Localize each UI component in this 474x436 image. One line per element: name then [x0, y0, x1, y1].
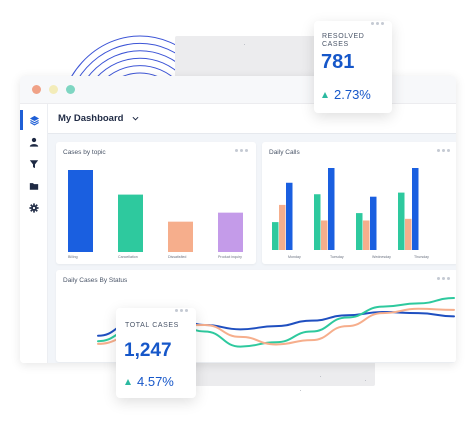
total-cases-card: TOTAL CASES 1,247 4.57% — [116, 308, 196, 398]
chevron-down-icon[interactable] — [132, 116, 139, 121]
bar[interactable] — [370, 196, 377, 250]
folder-icon — [29, 183, 39, 190]
ring — [58, 35, 222, 126]
bar[interactable] — [328, 168, 335, 250]
ring — [70, 50, 210, 126]
more-options-icon[interactable] — [371, 22, 384, 25]
sidebar-item-user[interactable] — [24, 132, 44, 152]
ring — [77, 57, 203, 126]
bar[interactable] — [279, 204, 286, 250]
speck — [244, 44, 246, 46]
more-options-icon[interactable] — [437, 149, 450, 152]
gear-icon — [29, 203, 39, 213]
bar[interactable] — [118, 194, 143, 252]
dashboard-header: My Dashboard — [48, 104, 456, 134]
dashboard-main: My Dashboard Cases by topic Billing Cance… — [48, 104, 456, 363]
resolved-cases-value: 781 — [321, 51, 355, 73]
resolved-cases-change: 2.73% — [322, 87, 371, 102]
x-tick-label: Wednesday — [372, 255, 391, 259]
cases-by-topic-card: Cases by topic Billing Cancellation Dissat… — [56, 142, 256, 264]
bar[interactable] — [272, 222, 279, 250]
sidebar-item-layers[interactable] — [20, 110, 44, 130]
bar[interactable] — [363, 220, 370, 250]
x-tick-label: Product inquiry — [218, 255, 242, 259]
dashboard-title: My Dashboard — [58, 113, 124, 124]
resolved-cases-card: RESOLVED CASES 781 2.73% — [314, 21, 392, 113]
bar[interactable] — [68, 170, 93, 252]
layers-icon — [29, 115, 39, 125]
bar[interactable] — [218, 212, 243, 252]
ring — [90, 72, 190, 126]
total-cases-value: 1,247 — [124, 340, 172, 361]
minimize-window-button[interactable] — [49, 85, 58, 94]
x-tick-label: Dissatisfied — [168, 255, 186, 259]
sidebar — [20, 104, 48, 363]
total-cases-change-value: 4.57% — [137, 374, 174, 389]
daily-calls-card: Daily Calls Monday Tuesday Wednesday Thursd… — [262, 142, 456, 264]
more-options-icon[interactable] — [235, 149, 248, 152]
x-tick-label: Thursday — [414, 255, 429, 259]
ring — [83, 65, 197, 126]
more-options-icon[interactable] — [437, 277, 450, 280]
bar[interactable] — [398, 192, 405, 250]
x-tick-label: Tuesday — [330, 255, 344, 259]
trend-up-icon — [125, 378, 131, 385]
speck — [300, 390, 302, 392]
app-window: My Dashboard Cases by topic Billing Cance… — [20, 76, 456, 363]
filter-icon — [29, 160, 39, 169]
total-cases-label: TOTAL CASES — [125, 322, 179, 329]
user-icon — [29, 137, 39, 147]
daily-calls-chart: Monday Tuesday Wednesday Thursday — [272, 168, 429, 259]
total-cases-change: 4.57% — [125, 374, 174, 389]
speck — [365, 380, 367, 382]
speck — [320, 376, 322, 378]
cases-by-topic-chart: Billing Cancellation Dissatisfied Product i… — [68, 170, 243, 259]
maximize-window-button[interactable] — [66, 85, 75, 94]
x-tick-label: Monday — [288, 255, 301, 259]
more-options-icon[interactable] — [175, 309, 188, 312]
ring — [64, 42, 216, 126]
bar[interactable] — [286, 182, 293, 250]
x-tick-label: Cancellation — [118, 255, 138, 259]
card-title: Cases by topic — [63, 149, 106, 156]
x-tick-label: Billing — [68, 255, 78, 259]
sidebar-item-folder[interactable] — [24, 176, 44, 196]
sidebar-item-settings[interactable] — [24, 198, 44, 218]
sidebar-item-filter[interactable] — [24, 154, 44, 174]
bar[interactable] — [321, 220, 328, 250]
trend-up-icon — [322, 91, 328, 98]
bar[interactable] — [412, 168, 419, 250]
bar[interactable] — [405, 218, 412, 250]
bar[interactable] — [356, 213, 363, 250]
bar[interactable] — [314, 194, 321, 250]
card-title: Daily Calls — [269, 149, 300, 156]
resolved-cases-label: RESOLVED CASES — [322, 33, 365, 48]
resolved-cases-change-value: 2.73% — [334, 87, 371, 102]
close-window-button[interactable] — [32, 85, 41, 94]
bar[interactable] — [168, 221, 193, 252]
card-title: Daily Cases By Status — [63, 277, 128, 284]
